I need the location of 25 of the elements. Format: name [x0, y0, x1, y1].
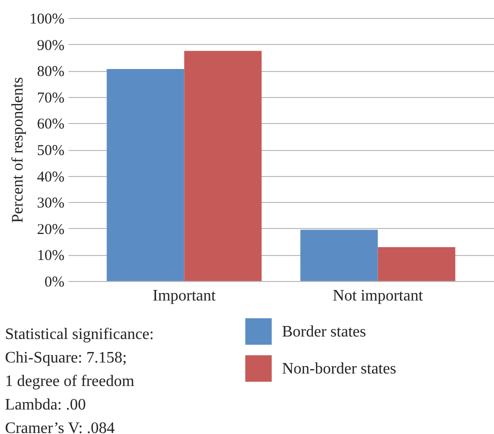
- text: Lambda: .00: [5, 396, 86, 414]
- x-tick-label: Important: [152, 288, 216, 304]
- bar: [106, 69, 184, 281]
- text: Cramer’s V: .084: [5, 420, 115, 434]
- y-tick-label: 100%: [30, 12, 64, 28]
- y-tick-label: 40%: [37, 169, 64, 186]
- y-tick-label: 70%: [37, 90, 64, 106]
- y-axis-title: Percent of respondents: [10, 77, 27, 223]
- text: Chi-Square: 7.158;: [5, 350, 127, 366]
- y-tick-label: 60%: [37, 116, 64, 133]
- y-tick-label: 10%: [37, 248, 64, 264]
- y-tick-label: 90%: [37, 38, 64, 54]
- y-tick-label: 80%: [37, 64, 64, 80]
- text: 1 degree of freedom: [5, 373, 135, 390]
- y-tick-label: 0%: [44, 274, 64, 290]
- bar: [378, 247, 456, 281]
- x-tick-label: Not important: [332, 288, 424, 304]
- y-tick-label: 30%: [37, 196, 64, 212]
- bar: [300, 230, 378, 281]
- legend-label: Non-border states: [282, 360, 396, 378]
- text: Statistical significance:: [5, 326, 154, 343]
- y-tick-label: 50%: [37, 143, 64, 159]
- legend-label: Border states: [282, 324, 366, 340]
- bar: [184, 50, 262, 281]
- y-tick-label: 20%: [37, 222, 64, 238]
